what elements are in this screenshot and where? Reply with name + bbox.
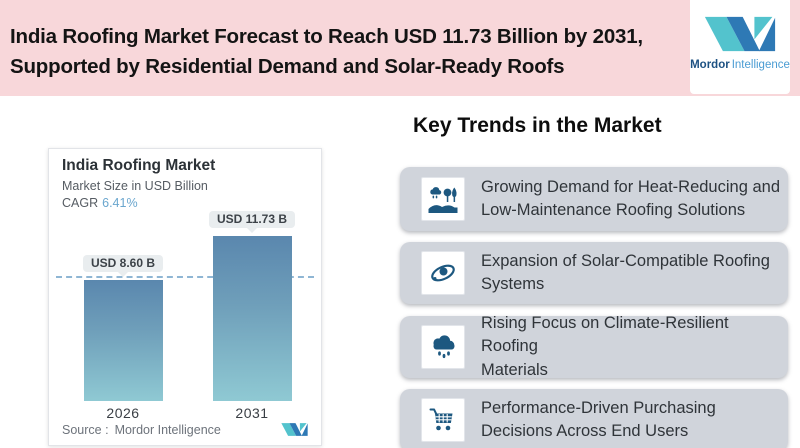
rain-cloud-icon — [433, 335, 455, 359]
galaxy-orbit-icon — [431, 264, 455, 282]
cagr-label: CAGR — [62, 196, 99, 210]
source-line: Source : Mordor Intelligence — [62, 423, 221, 437]
bar-group-2031: USD 11.73 B — [204, 211, 300, 401]
bar-group-2026: USD 8.60 B — [75, 255, 171, 401]
trend-line: Decisions Across End Users — [481, 422, 689, 440]
x-axis-labels: 2026 2031 — [61, 405, 309, 421]
source-label: Source : — [62, 423, 109, 437]
main-title-line1: India Roofing Market Forecast to Reach U… — [10, 25, 643, 48]
trends-heading: Key Trends in the Market — [413, 114, 662, 137]
x-label-2026: 2026 — [106, 405, 140, 421]
icon-box — [421, 325, 465, 369]
trend-line: Low-Maintenance Roofing Solutions — [481, 201, 746, 219]
cagr-value: 6.41% — [102, 196, 138, 210]
trend-line: Expansion of Solar-Compatible Roofing — [481, 251, 770, 270]
header-banner: India Roofing Market Forecast to Reach U… — [0, 0, 800, 96]
trend-text: Expansion of Solar-Compatible Roofing Sy… — [481, 250, 770, 297]
trend-card-performance-purchasing: Performance-Driven Purchasing Decisions … — [400, 389, 788, 448]
trend-line: Materials — [481, 360, 548, 379]
main-title: India Roofing Market Forecast to Reach U… — [10, 22, 680, 82]
label-pointer-icon — [247, 228, 257, 233]
trend-text: Performance-Driven Purchasing Decisions … — [481, 397, 716, 444]
source-value: Mordor Intelligence — [114, 423, 221, 437]
chart-subtitle: Market Size in USD Billion — [62, 179, 208, 193]
brand-logo: Mordor Intelligence — [690, 0, 790, 94]
trend-card-climate-resilient: Rising Focus on Climate-Resilient Roofin… — [400, 314, 788, 379]
mordor-m-mini-icon — [281, 423, 308, 436]
icon-box — [421, 177, 465, 221]
brand-name: Mordor Intelligence — [690, 59, 790, 71]
brand-name-light: Intelligence — [731, 59, 790, 71]
chart-title: India Roofing Market — [62, 157, 216, 174]
bar-chart-plot: USD 8.60 B USD 11.73 B — [56, 209, 314, 401]
bar-2026 — [83, 280, 163, 401]
trend-line: Rising Focus on Climate-Resilient Roofin… — [481, 313, 729, 356]
landscape-rain-trees-icon — [428, 187, 458, 213]
label-pointer-icon — [118, 272, 128, 277]
trend-card-solar-compatible: Expansion of Solar-Compatible Roofing Sy… — [400, 242, 788, 304]
trend-text: Growing Demand for Heat-Reducing and Low… — [481, 176, 780, 223]
bar-value-label-2031: USD 11.73 B — [208, 211, 296, 228]
bar-2031 — [212, 236, 292, 401]
trend-text: Rising Focus on Climate-Resilient Roofin… — [481, 312, 788, 382]
trend-line: Systems — [481, 275, 545, 293]
main-title-line2: Supported by Residential Demand and Sola… — [10, 55, 565, 78]
bar-value-label-2026: USD 8.60 B — [82, 255, 164, 272]
market-chart-card: India Roofing Market Market Size in USD … — [48, 148, 322, 446]
reference-dashed-line — [56, 276, 314, 278]
trend-line: Growing Demand for Heat-Reducing and — [481, 177, 780, 196]
chart-cagr: CAGR 6.41% — [62, 196, 138, 210]
brand-name-bold: Mordor — [690, 59, 730, 71]
icon-box — [421, 398, 465, 442]
trend-line: Performance-Driven Purchasing — [481, 398, 716, 417]
shopping-cart-icon — [429, 408, 453, 431]
icon-box — [421, 251, 465, 295]
x-label-2031: 2031 — [235, 405, 269, 421]
mordor-m-icon — [704, 16, 776, 52]
trend-card-heat-reducing: Growing Demand for Heat-Reducing and Low… — [400, 167, 788, 231]
